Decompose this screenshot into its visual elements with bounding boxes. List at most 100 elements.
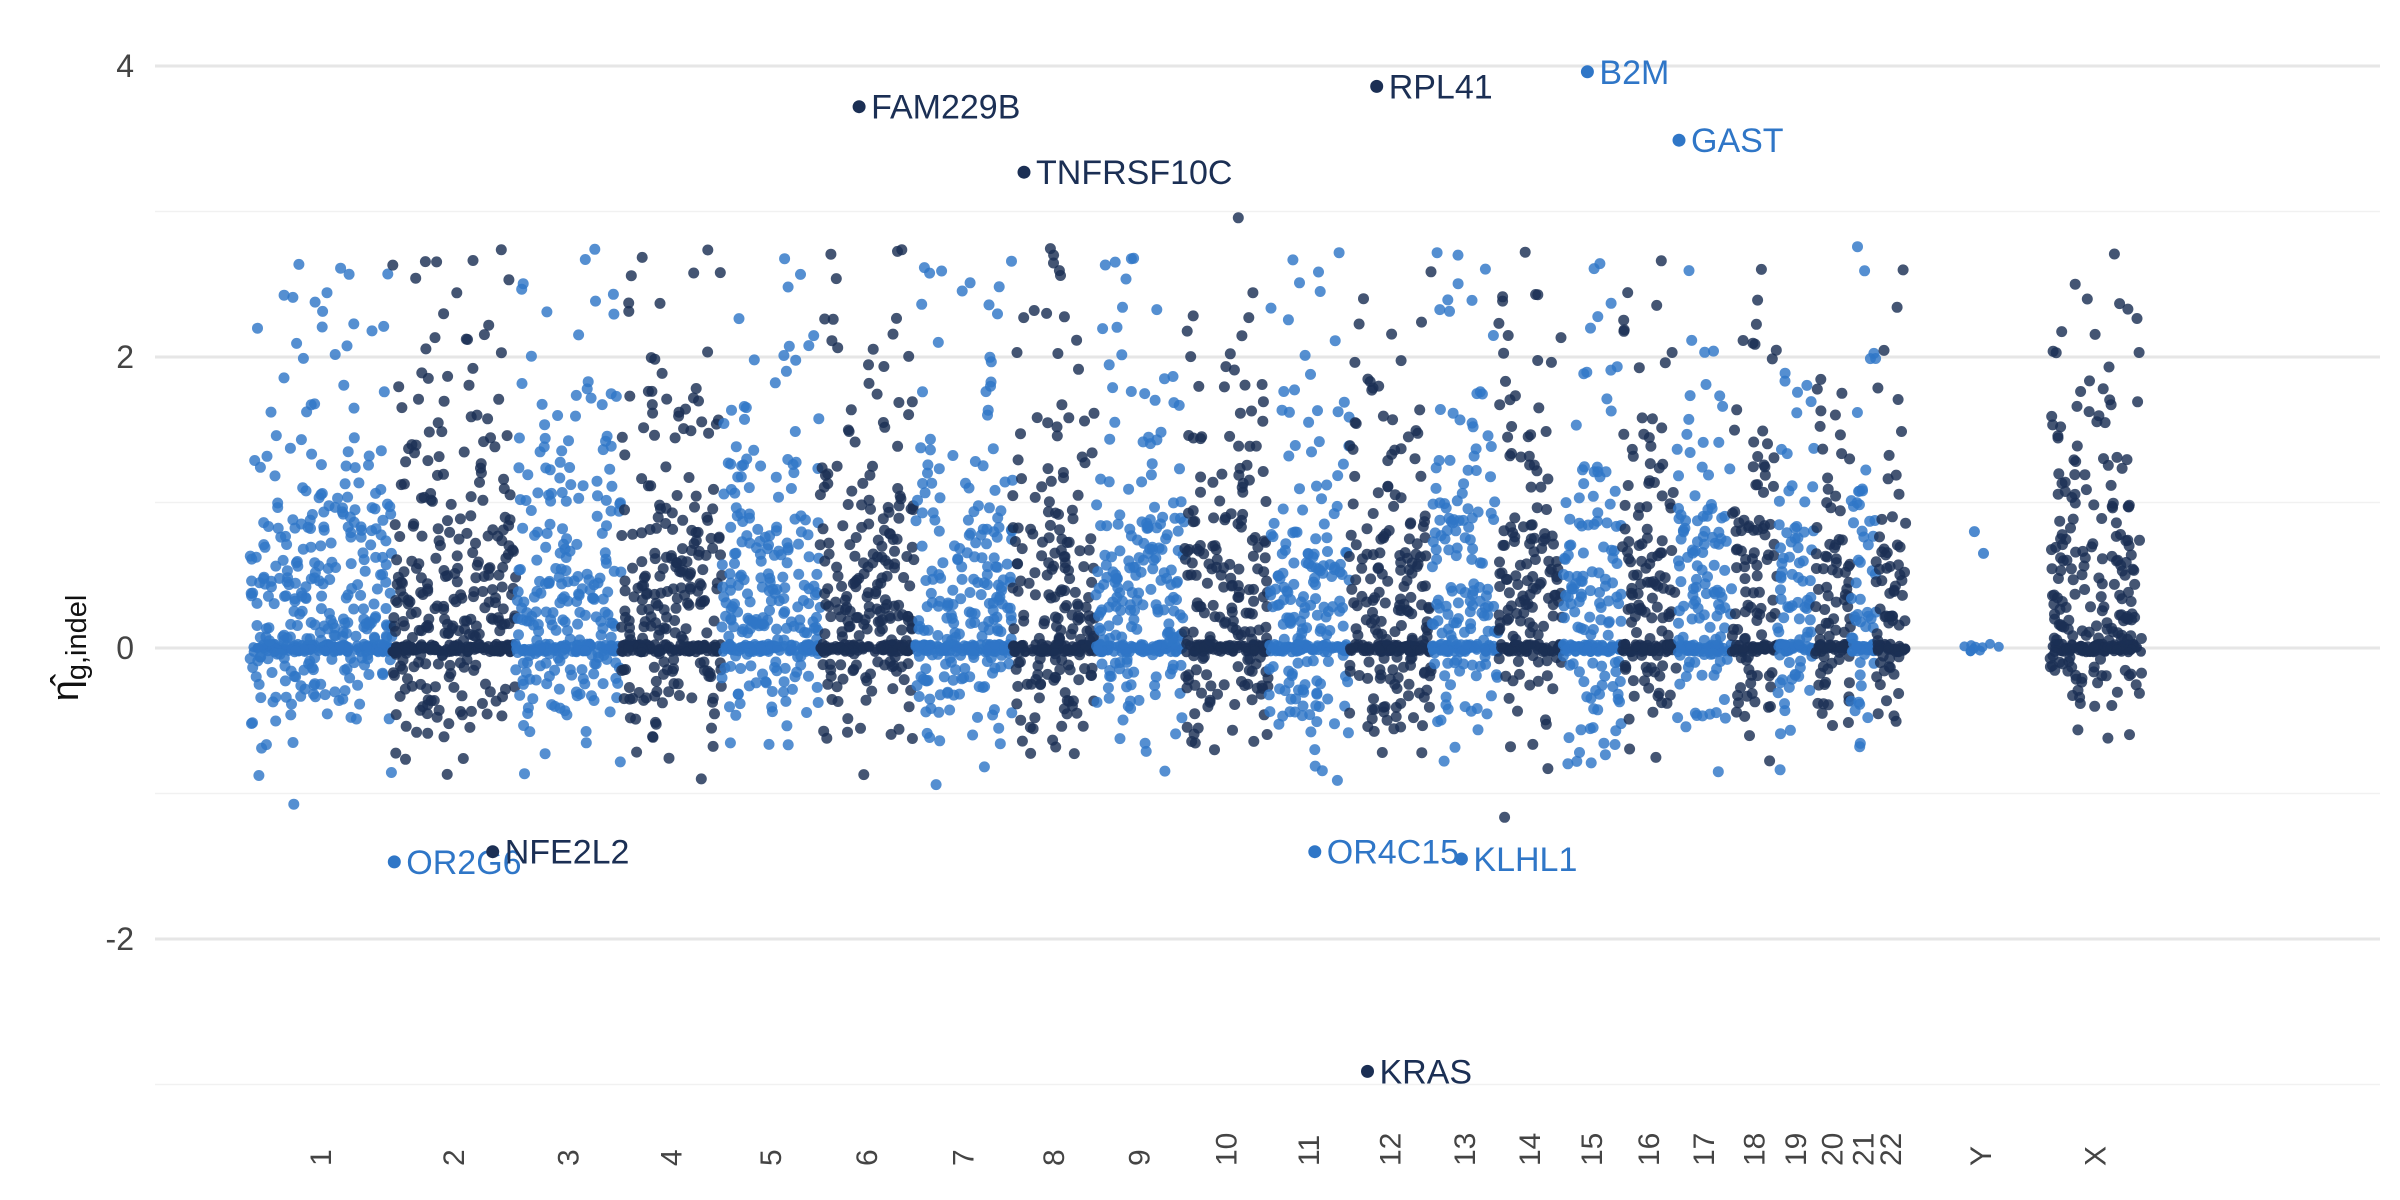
gene-point	[964, 277, 976, 289]
gene-point	[338, 379, 350, 391]
gene-point	[1442, 294, 1454, 306]
gene-point	[1161, 529, 1173, 541]
gene-point	[1114, 509, 1126, 521]
gene-point	[1628, 690, 1640, 702]
gene-point	[1071, 334, 1083, 346]
gene-point	[708, 615, 720, 627]
gene-point	[658, 604, 670, 616]
gene-point	[1682, 661, 1694, 673]
gene-point	[1055, 624, 1067, 636]
gene-point	[864, 641, 875, 652]
gene-point	[1458, 478, 1470, 490]
gene-point	[1739, 561, 1751, 573]
gene-point	[871, 388, 883, 400]
gene-point	[649, 429, 660, 441]
gene-point	[1224, 639, 1235, 650]
gene-point	[1700, 379, 1712, 390]
gene-point	[592, 577, 604, 589]
gene-point	[600, 557, 612, 569]
gene-point	[1406, 652, 1418, 664]
gene-point	[1303, 558, 1314, 570]
gene-point	[1581, 366, 1593, 378]
gene-point	[343, 268, 355, 280]
gene-point	[1096, 658, 1108, 670]
gene-point	[708, 483, 719, 495]
gene-point	[424, 641, 435, 652]
gene-point	[1775, 728, 1786, 740]
gene-point	[463, 379, 475, 391]
gene-point	[1449, 741, 1461, 753]
gene-point	[1218, 381, 1230, 393]
gene-point	[1472, 724, 1484, 736]
gene-points	[244, 212, 2147, 823]
gene-point	[1680, 515, 1692, 527]
gene-point	[650, 718, 662, 730]
gene-point	[483, 563, 495, 575]
gene-point	[1183, 430, 1195, 441]
gene-point	[729, 548, 741, 560]
gene-point	[608, 565, 620, 577]
gene-point	[993, 722, 1005, 734]
gene-point	[763, 539, 774, 551]
gene-point	[270, 560, 282, 572]
gene-point	[318, 506, 330, 518]
gene-point	[1791, 521, 1803, 532]
gene-point	[947, 584, 959, 596]
gene-point	[557, 523, 568, 535]
gene-point	[413, 624, 425, 636]
gene-point	[802, 529, 814, 541]
gene-point	[891, 312, 902, 324]
gene-point	[432, 523, 444, 535]
gene-point	[782, 739, 794, 751]
gene-point	[1294, 277, 1305, 289]
gene-point	[1439, 670, 1451, 682]
gene-point	[448, 640, 459, 651]
gene-point	[454, 513, 466, 525]
gene-point	[1263, 689, 1275, 701]
gene-point	[1710, 707, 1722, 719]
gene-point	[1443, 512, 1455, 524]
gene-point	[1822, 472, 1834, 484]
gene-point	[1076, 451, 1088, 463]
gene-point	[429, 681, 441, 693]
gene-point	[788, 467, 800, 479]
gene-point	[1417, 720, 1428, 732]
gene-point	[586, 649, 598, 661]
gene-point	[1471, 388, 1483, 400]
gene-point	[468, 591, 479, 603]
gene-point	[619, 575, 631, 587]
gene-point	[375, 445, 387, 457]
gene-point	[1378, 706, 1390, 718]
gene-point	[514, 689, 526, 701]
gene-point	[442, 370, 454, 382]
gene-point	[1257, 396, 1269, 408]
gene-point	[1487, 330, 1499, 341]
gene-point	[341, 340, 353, 352]
gene-point	[1656, 490, 1668, 502]
gene-point	[597, 678, 609, 690]
gene-point	[793, 538, 804, 550]
gene-point	[353, 477, 365, 489]
gene-point	[1348, 642, 1359, 653]
gene-point	[1531, 502, 1543, 514]
gene-point	[251, 597, 263, 609]
gene-point	[1751, 570, 1763, 582]
gene-point	[1418, 667, 1430, 679]
gene-point	[1382, 481, 1394, 493]
gene-point	[1558, 600, 1570, 612]
gene-point	[1367, 594, 1379, 606]
gene-point	[298, 644, 309, 655]
gene-point	[391, 554, 403, 566]
gene-point	[1442, 608, 1454, 620]
gene-point	[1562, 758, 1574, 770]
gene-point	[1775, 542, 1786, 554]
gene-point	[1091, 696, 1103, 708]
gene-point	[1219, 514, 1231, 526]
gene-point	[1587, 624, 1599, 635]
gene-point	[916, 540, 928, 552]
gene-point	[1145, 469, 1157, 481]
gene-point	[509, 681, 521, 693]
gene-point	[803, 551, 815, 563]
gene-point	[1753, 514, 1765, 526]
gene-point	[1646, 612, 1658, 624]
